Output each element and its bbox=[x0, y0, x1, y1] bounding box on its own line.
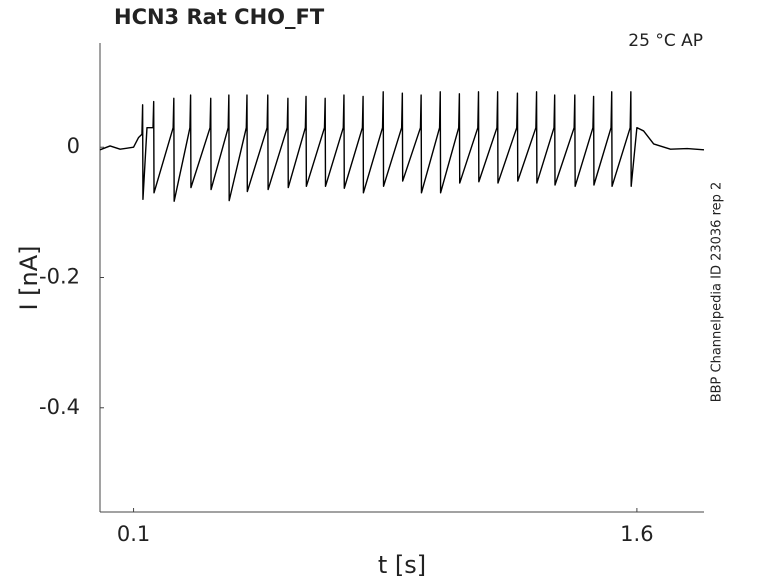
x-axis-label: t [s] bbox=[378, 551, 426, 579]
y-tick-label: 0 bbox=[67, 134, 80, 158]
x-tick-label: 0.1 bbox=[117, 522, 150, 546]
current-trace bbox=[99, 91, 705, 202]
chart-title: HCN3 Rat CHO_FT bbox=[114, 5, 325, 29]
y-axis-label: I [nA] bbox=[15, 245, 43, 310]
annotation: 25 °C AP bbox=[628, 31, 703, 51]
y-tick-label: -0.2 bbox=[39, 265, 80, 289]
x-tick-label: 1.6 bbox=[620, 522, 653, 546]
y-tick-label: -0.4 bbox=[39, 395, 80, 419]
side-note: BBP Channelpedia ID 23036 rep 2 bbox=[710, 182, 725, 403]
